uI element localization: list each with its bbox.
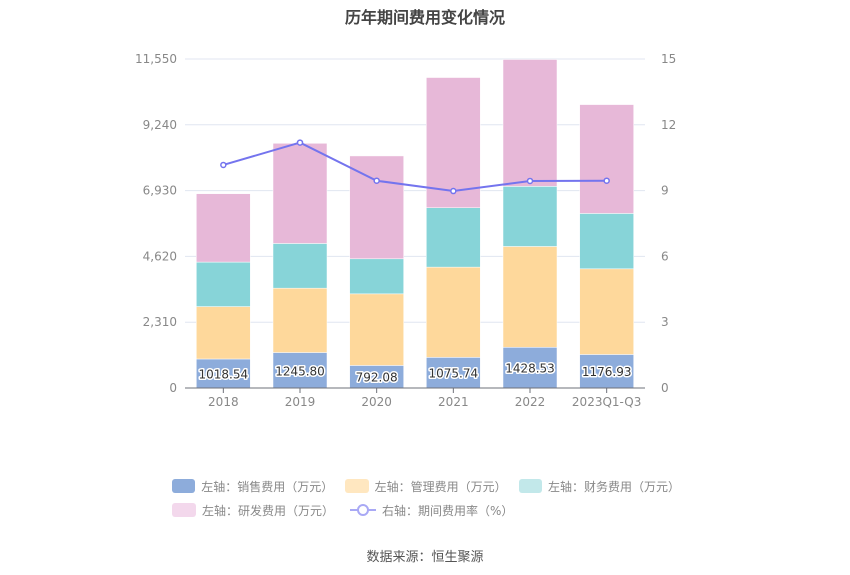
legend-label-admin: 左轴：管理费用（万元） [374,479,507,494]
legend-swatch-finance [518,479,542,493]
bar-value-label: 1075.74 [429,367,479,381]
bar-finance [426,207,481,268]
bar-value-label: 1018.54 [199,367,249,381]
rate-point [526,177,534,185]
left-tick-label: 9,240 [143,118,177,132]
bar-labels: 1018.54 1245.80 792.08 1075.74 1428.53 1176.9… [197,360,633,386]
right-axis-ticks: 0 3 6 9 12 15 [661,52,676,395]
right-tick-label: 12 [661,118,676,132]
line-series [220,139,610,195]
bar-rd [196,193,251,263]
legend-swatch-sales [172,479,196,493]
bar-value-label: 1176.93 [582,365,632,379]
rate-point [220,161,227,169]
rate-point [603,177,610,184]
bar-sales [272,352,328,389]
bar-finance [502,186,558,247]
legend-item-sales[interactable]: 左轴：销售费用（万元） [172,478,334,495]
bar-value-label: 792.08 [356,371,398,385]
right-tick-label: 3 [661,315,669,329]
bar-admin [196,306,251,360]
legend-item-rd[interactable]: 左轴：研发费用（万元） [172,502,334,519]
legend-item-admin[interactable]: 左轴：管理费用（万元） [345,478,507,495]
bar-value-label: 1245.80 [275,364,325,378]
legend-item-rate[interactable]: 右轴：期间费用率（%） [350,502,513,519]
right-tick-label: 15 [661,52,676,66]
legend-swatch-admin [345,479,369,493]
left-tick-label: 11,550 [135,52,177,66]
chart-title: 历年期间费用变化情况 [344,8,505,27]
gridlines [185,58,645,323]
left-axis-ticks: 0 2,310 4,620 6,930 9,240 11,550 [135,52,177,395]
rate-point [450,187,457,195]
legend-line-marker-icon [350,504,377,516]
legend-label-sales: 左轴：销售费用（万元） [201,479,334,494]
bar-rd [349,155,404,260]
legend-label-finance: 左轴：财务费用（万元） [547,479,680,494]
legend-label-rd: 左轴：研发费用（万元） [202,503,335,518]
x-tick-label: 2021 [438,395,469,409]
bar-admin [502,246,558,348]
right-tick-label: 6 [661,249,669,263]
bar-rd [502,59,558,187]
bar-finance [272,243,328,289]
legend-label-rate: 右轴：期间费用率（%） [382,503,514,518]
legend: 左轴：销售费用（万元） 左轴：管理费用（万元） 左轴：财务费用（万元） 左轴：研… [172,474,692,522]
x-axis [185,387,645,393]
left-tick-label: 4,620 [143,249,177,263]
x-tick-label: 2019 [285,395,316,409]
bar-finance [579,213,634,270]
left-tick-label: 2,310 [143,315,177,329]
right-tick-label: 0 [661,381,669,395]
right-tick-label: 9 [661,184,669,198]
bar-admin [426,266,481,358]
left-tick-label: 6,930 [143,184,177,198]
bar-finance [196,261,251,307]
rate-line [223,141,607,193]
rate-point [373,177,380,184]
left-tick-label: 0 [169,381,177,395]
bar-rd [426,77,481,208]
x-tick-label: 2023Q1-Q3 [572,395,641,409]
bar-rd [272,143,328,244]
legend-swatch-rd [172,503,196,517]
bar-value-label: 1428.53 [505,362,555,376]
x-axis-ticks: 2018 2019 2020 2021 2022 2023Q1-Q3 [208,395,641,409]
x-tick-label: 2018 [208,395,239,409]
bar-finance [349,258,404,295]
bar-sales [196,358,251,389]
bar-rd [579,104,634,214]
rate-point [296,139,304,146]
legend-item-finance[interactable]: 左轴：财务费用（万元） [518,478,680,495]
bar-admin [579,268,634,355]
bar-admin [272,287,328,353]
x-tick-label: 2020 [361,395,392,409]
bar-admin [349,293,404,366]
data-source: 数据来源：恒生聚源 [366,550,484,565]
bar-group [196,59,634,389]
x-tick-label: 2022 [515,395,546,409]
